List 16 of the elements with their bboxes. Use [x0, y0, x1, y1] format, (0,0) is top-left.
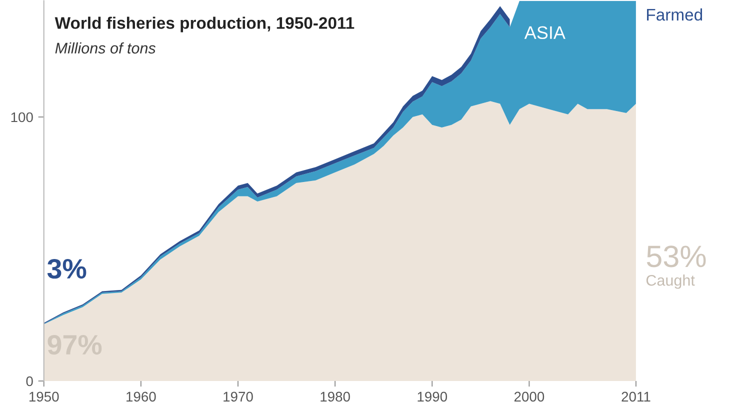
text: Farmed: [647, 8, 702, 21]
x-tick-label: 2000: [514, 392, 544, 402]
x-tick-label: 1990: [418, 392, 448, 402]
x-tick-label: 1980: [320, 392, 350, 402]
y-tick-label: 0: [26, 376, 33, 386]
x-tick-label: 2011: [622, 392, 650, 402]
x-tick-label: 1960: [126, 392, 156, 402]
series-label: Caught: [646, 274, 695, 289]
text: World fisheries production, 1950-2011: [54, 16, 354, 32]
series-label: ASIA: [524, 26, 566, 40]
annotation: 3%: [47, 258, 86, 279]
x-tick-label: 1950: [29, 392, 59, 402]
x-tick-label: 1970: [224, 392, 253, 402]
text: Millions of tons: [55, 42, 156, 54]
text: 53%: [646, 246, 706, 268]
y-tick-label: 100: [11, 112, 33, 122]
